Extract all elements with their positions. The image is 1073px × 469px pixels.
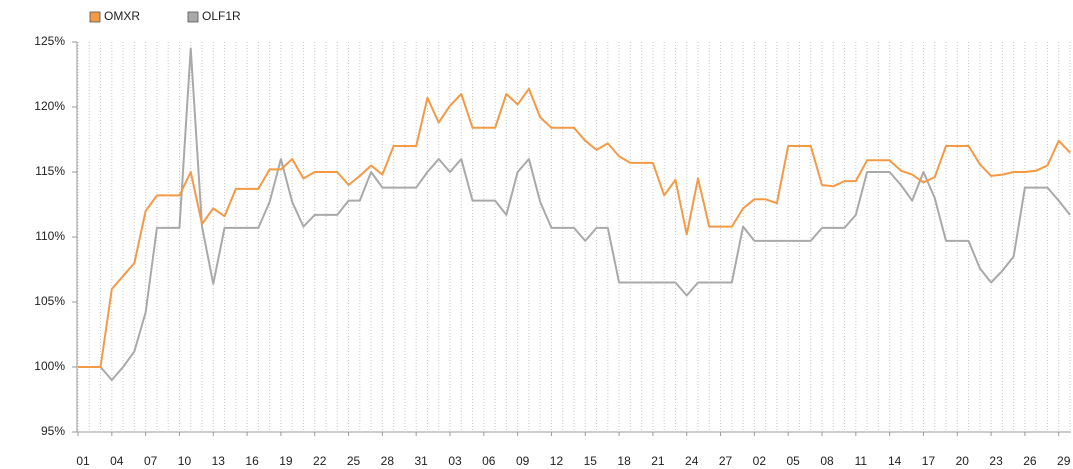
x-tick-label: 05 bbox=[787, 454, 801, 468]
x-tick-label: 07 bbox=[144, 454, 158, 468]
legend-label: OMXR bbox=[104, 9, 140, 23]
x-tick-label: 29 bbox=[1057, 454, 1071, 468]
x-tick-label: 22 bbox=[313, 454, 327, 468]
x-tick-label: 21 bbox=[651, 454, 665, 468]
y-tick-label: 105% bbox=[34, 294, 65, 308]
x-tick-label: 23 bbox=[989, 454, 1003, 468]
x-tick-label: 25 bbox=[347, 454, 361, 468]
x-tick-label: 26 bbox=[1023, 454, 1037, 468]
legend-label: OLF1R bbox=[202, 9, 241, 23]
y-tick-label: 110% bbox=[35, 229, 65, 243]
x-tick-label: 06 bbox=[482, 454, 496, 468]
x-tick-label: 08 bbox=[820, 454, 834, 468]
series-line bbox=[78, 47, 1071, 381]
series-line bbox=[78, 87, 1071, 368]
x-tick-label: 02 bbox=[753, 454, 767, 468]
x-tick-label: 04 bbox=[110, 454, 124, 468]
x-tick-label: 19 bbox=[279, 454, 293, 468]
legend-swatch bbox=[89, 11, 101, 23]
x-tick-label: 16 bbox=[245, 454, 259, 468]
x-tick-label: 09 bbox=[516, 454, 530, 468]
legend-swatch bbox=[187, 11, 199, 23]
y-tick-label: 120% bbox=[34, 99, 65, 113]
x-tick-label: 01 bbox=[76, 454, 90, 468]
x-tick-label: 13 bbox=[212, 454, 226, 468]
y-tick-label: 95% bbox=[41, 424, 65, 438]
x-tick-label: 15 bbox=[584, 454, 598, 468]
y-tick-label: 100% bbox=[34, 359, 65, 373]
x-tick-label: 20 bbox=[956, 454, 970, 468]
x-tick-label: 10 bbox=[178, 454, 192, 468]
x-tick-label: 18 bbox=[617, 454, 631, 468]
x-tick-label: 12 bbox=[550, 454, 564, 468]
x-tick-label: 27 bbox=[719, 454, 733, 468]
x-tick-label: 28 bbox=[381, 454, 395, 468]
y-tick-label: 115% bbox=[35, 164, 65, 178]
x-tick-label: 14 bbox=[888, 454, 902, 468]
x-tick-label: 17 bbox=[922, 454, 936, 468]
x-tick-label: 24 bbox=[685, 454, 699, 468]
x-tick-label: 03 bbox=[448, 454, 462, 468]
x-tick-label: 31 bbox=[415, 454, 429, 468]
y-tick-label: 125% bbox=[34, 34, 65, 48]
x-tick-label: 11 bbox=[855, 454, 868, 468]
